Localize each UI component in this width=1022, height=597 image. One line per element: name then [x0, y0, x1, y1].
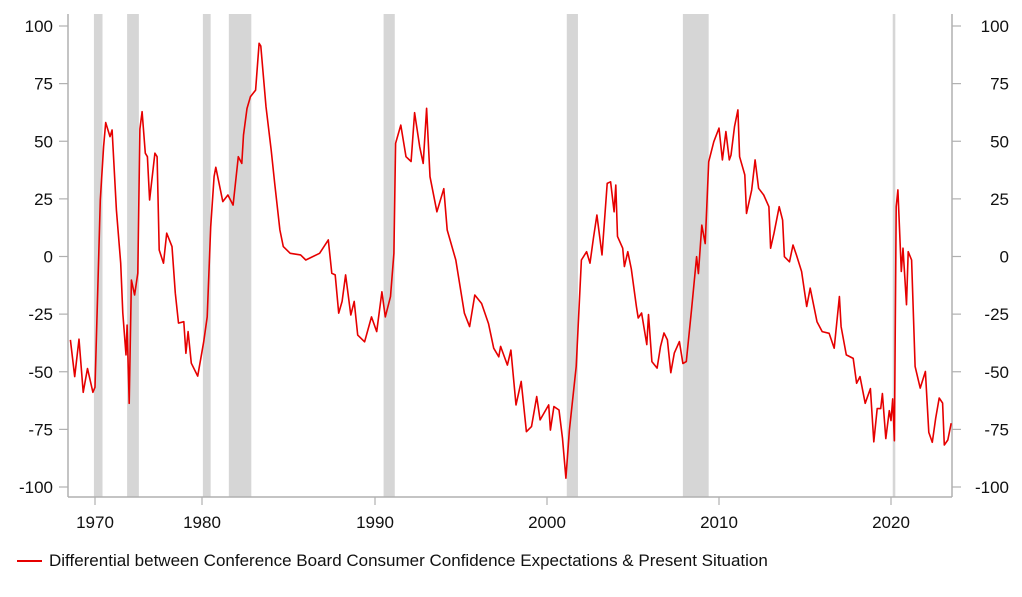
y-tick-label-right: 100	[981, 17, 1009, 36]
y-tick-label-left: 75	[34, 75, 53, 94]
x-tick-label: 2020	[872, 513, 910, 532]
recession-band	[202, 14, 211, 497]
legend-label: Differential between Conference Board Co…	[49, 551, 768, 570]
recession-band	[892, 14, 896, 497]
y-tick-label-right: -50	[984, 363, 1009, 382]
recession-band	[566, 14, 578, 497]
series-layer	[69, 42, 952, 479]
y-tick-label-right: -75	[984, 420, 1009, 439]
y-tick-label-left: -75	[28, 420, 53, 439]
recession-band	[127, 14, 139, 497]
y-tick-label-right: 0	[1000, 248, 1009, 267]
recession-bands	[93, 14, 896, 497]
x-tick-label: 1990	[356, 513, 394, 532]
y-tick-label-right: 50	[990, 132, 1009, 151]
y-tick-label-right: 25	[990, 190, 1009, 209]
y-tick-label-right: -100	[975, 478, 1009, 497]
y-tick-label-left: -50	[28, 363, 53, 382]
y-tick-label-left: 100	[25, 17, 53, 36]
x-tick-label: 1980	[183, 513, 221, 532]
y-tick-label-right: 75	[990, 75, 1009, 94]
legend: Differential between Conference Board Co…	[17, 551, 768, 571]
recession-band	[682, 14, 709, 497]
x-tick-label: 2000	[528, 513, 566, 532]
y-tick-label-left: 50	[34, 132, 53, 151]
recession-band	[228, 14, 252, 497]
series-line	[69, 42, 952, 479]
x-tick-label: 1970	[76, 513, 114, 532]
x-tick-label: 2010	[700, 513, 738, 532]
axes: 100 100 75 75 50 50 25 25 0 0 -25 -25 -50 -50 -75 -75 -1…	[19, 14, 1009, 532]
y-tick-label-left: 0	[44, 248, 53, 267]
y-tick-label-right: -25	[984, 305, 1009, 324]
legend-swatch	[17, 560, 42, 562]
y-tick-label-left: 25	[34, 190, 53, 209]
recession-band	[383, 14, 395, 497]
y-tick-label-left: -25	[28, 305, 53, 324]
y-tick-label-left: -100	[19, 478, 53, 497]
